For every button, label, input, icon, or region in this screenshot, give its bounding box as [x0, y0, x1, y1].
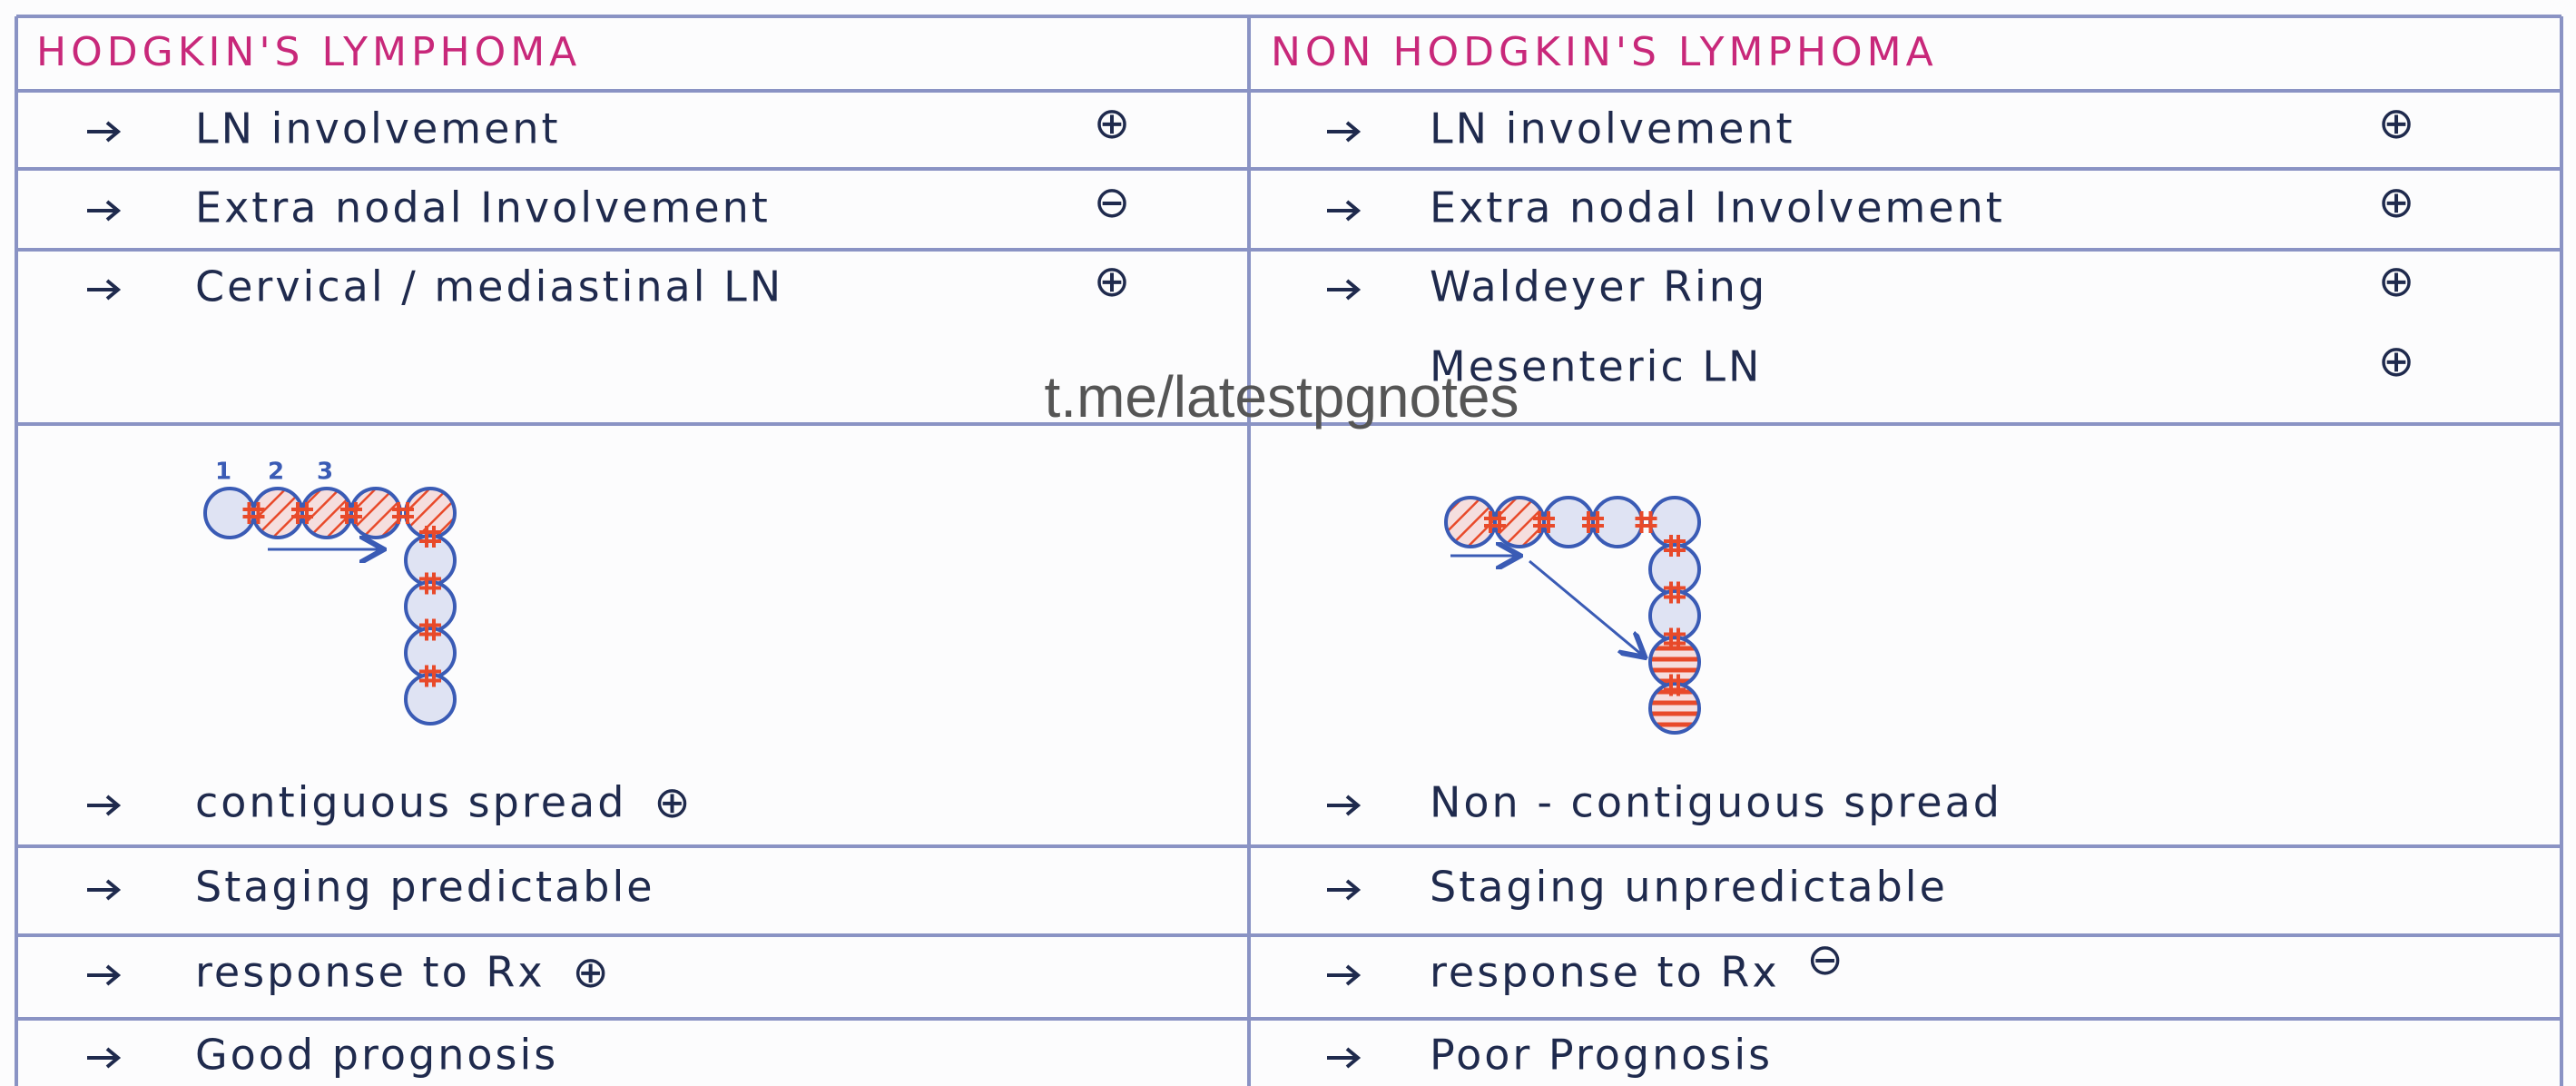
lymph-node	[1648, 682, 1701, 735]
feature-sign: ⊕	[1094, 98, 1130, 149]
lymph-node	[1444, 496, 1497, 548]
lymph-node	[1648, 496, 1701, 548]
spread-mark	[291, 502, 313, 524]
lymph-node	[404, 487, 457, 539]
comparison-text: contiguous spread	[195, 778, 626, 827]
bullet-arrow	[1327, 279, 1362, 301]
spread-mark	[419, 526, 441, 548]
lymph-node	[349, 487, 402, 539]
feature-text: Mesenteric LN	[1430, 342, 1762, 391]
comparison-sign: ⊕	[573, 947, 609, 998]
spread-mark	[419, 618, 441, 641]
lymph-node	[203, 487, 256, 539]
bullet-arrow	[1327, 964, 1362, 986]
spread-arrow	[1529, 559, 1643, 656]
comparison-text: Non - contiguous spread	[1430, 778, 2002, 827]
lymph-node	[251, 487, 304, 539]
node-number: 2	[268, 459, 284, 486]
watermark: t.me/latestpgnotes	[1045, 364, 1519, 429]
lymph-node	[300, 487, 353, 539]
comparison-text: Staging predictable	[195, 863, 655, 912]
spread-mark	[1484, 511, 1506, 533]
feature-sign: ⊕	[2378, 177, 2414, 228]
feature-text: Cervical / mediastinal LN	[195, 262, 783, 311]
lymph-node	[1542, 496, 1595, 548]
bullet-arrow	[87, 200, 122, 222]
feature-text: LN involvement	[195, 104, 561, 153]
bullet-arrow	[87, 879, 122, 901]
bullet-arrow	[87, 964, 122, 986]
bullet-arrow	[87, 1047, 122, 1069]
feature-text: LN involvement	[1430, 104, 1795, 153]
comparison-text: Good prognosis	[195, 1031, 558, 1080]
comparison-text: Poor Prognosis	[1430, 1031, 1773, 1080]
bullet-arrow	[87, 121, 122, 143]
comparison-sign: ⊕	[654, 777, 690, 828]
bullet-arrow	[1327, 200, 1362, 222]
feature-sign: ⊕	[2378, 336, 2414, 387]
comparison-sign: ⊖	[1807, 934, 1844, 985]
feature-sign: ⊕	[2378, 256, 2414, 307]
bullet-arrow	[1327, 121, 1362, 143]
spread-mark	[419, 572, 441, 595]
spread-mark	[1664, 674, 1686, 696]
spread-mark	[1664, 627, 1686, 650]
column-title: NON HODGKIN'S LYMPHOMA	[1271, 29, 1938, 75]
node-number: 1	[215, 459, 231, 486]
feature-text: Extra nodal Involvement	[1430, 183, 2005, 232]
comparison-text: response to Rx	[1430, 948, 1780, 997]
comparison-text: Staging unpredictable	[1430, 863, 1948, 912]
table-grid	[15, 15, 2563, 1086]
spread-mark	[242, 502, 265, 524]
feature-sign: ⊕	[1094, 256, 1130, 307]
spread-mark	[419, 665, 441, 687]
feature-text: Extra nodal Involvement	[195, 183, 771, 232]
spread-mark	[1635, 511, 1657, 533]
column-title: HODGKIN'S LYMPHOMA	[36, 29, 581, 75]
bullet-arrow	[87, 795, 122, 816]
spread-diagrams: 1 2 3	[203, 459, 1701, 735]
comparison-text: response to Rx	[195, 948, 546, 997]
lymph-node	[1591, 496, 1644, 548]
spread-mark	[1664, 581, 1686, 604]
feature-sign: ⊕	[2378, 98, 2414, 149]
spread-mark	[1533, 511, 1555, 533]
spread-mark	[392, 502, 414, 524]
spread-mark	[340, 502, 362, 524]
bullet-arrow	[1327, 1047, 1362, 1069]
bullet-arrow	[1327, 879, 1362, 901]
bullet-arrow	[87, 279, 122, 301]
lymph-node	[1493, 496, 1546, 548]
feature-text: Waldeyer Ring	[1430, 262, 1767, 311]
lymph-node	[404, 673, 457, 726]
spread-mark	[1582, 511, 1604, 533]
feature-sign: ⊖	[1094, 177, 1130, 228]
spread-mark	[1664, 535, 1686, 557]
bullet-arrow	[1327, 795, 1362, 816]
node-number: 3	[317, 459, 333, 486]
